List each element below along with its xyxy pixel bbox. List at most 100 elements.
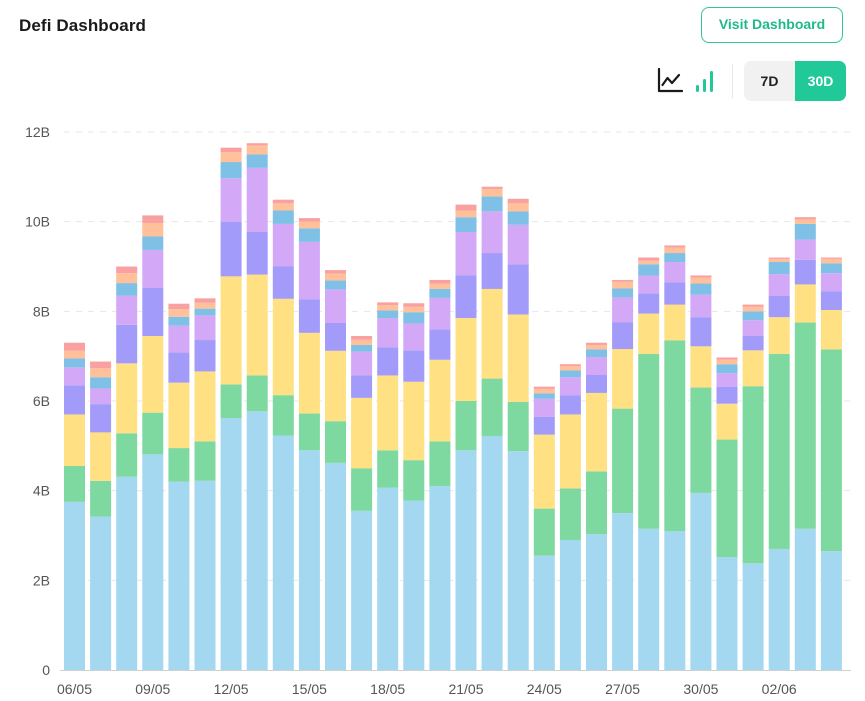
bar-segment (116, 476, 138, 670)
bar-segment (768, 274, 790, 296)
y-tick-label: 6B (33, 393, 50, 409)
bar-segment (742, 563, 764, 670)
bar-segment (455, 401, 477, 451)
bar-segment (612, 322, 634, 349)
bar-segment (377, 318, 399, 348)
bar-segment (768, 262, 790, 275)
bar-segment (64, 367, 85, 386)
bar-segment (325, 273, 346, 281)
bar-segment (716, 557, 738, 670)
bar-segment (820, 551, 842, 670)
bar-segment (690, 317, 712, 347)
bar-segment (742, 311, 764, 321)
bar-segment (612, 513, 634, 670)
bar-segment (507, 211, 529, 225)
bar-segment (351, 397, 373, 469)
bar-segment (298, 450, 320, 670)
bar-segment (298, 228, 320, 242)
line-chart-icon[interactable] (656, 66, 684, 94)
bar-segment (194, 302, 216, 309)
bar-segment (481, 435, 503, 670)
bar-segment (298, 299, 320, 333)
bar-segment (612, 279, 634, 282)
bar-segment (559, 364, 581, 367)
bar-segment (507, 224, 529, 265)
bar-segment (272, 223, 294, 267)
x-tick-label: 24/05 (527, 681, 562, 697)
visit-dashboard-button[interactable]: Visit Dashboard (701, 7, 843, 43)
bar-segment (298, 218, 320, 222)
bar-segment (586, 534, 607, 670)
bar-segment (742, 350, 764, 387)
bar-segment (325, 270, 346, 274)
y-tick-label: 4B (33, 483, 50, 499)
bar-segment (664, 245, 686, 248)
bar-segment (481, 196, 503, 212)
bar-segment (742, 304, 764, 307)
bar-segment (298, 332, 320, 414)
bar-segment (142, 223, 164, 237)
bar-segment (90, 404, 112, 433)
bar-segment (638, 275, 660, 294)
bar-segment (325, 350, 346, 422)
bar-segment (246, 274, 268, 376)
bar-segment (272, 266, 294, 299)
bar-segment (325, 322, 346, 351)
bar-segment (612, 348, 634, 409)
bar-segment (481, 186, 503, 189)
bar-segment (325, 462, 346, 670)
bar-segment (820, 258, 842, 264)
bar-segment (742, 386, 764, 564)
bar-segment (298, 221, 320, 229)
bar-segment (820, 309, 842, 350)
bar-segment (246, 154, 268, 168)
bar-segment (559, 395, 581, 415)
x-tick-label: 15/05 (292, 681, 327, 697)
bar-segment (586, 471, 607, 535)
bar-segment (481, 188, 503, 197)
bar-segment (533, 393, 555, 399)
range-7d-button[interactable]: 7D (760, 73, 779, 89)
y-tick-label: 10B (25, 214, 50, 230)
bar-segment (507, 314, 529, 402)
bar-segment (559, 539, 581, 670)
bar-segment (586, 392, 607, 472)
bar-segment (742, 335, 764, 351)
bar-segment (272, 203, 294, 211)
bar-segment (194, 441, 216, 481)
bar-segment (351, 375, 373, 398)
bar-segment (768, 317, 790, 354)
bar-segment (768, 258, 790, 263)
bar-segment (142, 215, 164, 224)
bar-segment (507, 401, 529, 452)
bar-segment (325, 421, 346, 463)
bar-segment (351, 468, 373, 511)
bar-segment (664, 282, 686, 305)
bar-segment (90, 368, 112, 378)
bar-segment (429, 288, 451, 298)
bar-segment (716, 439, 738, 558)
bar-segment (612, 297, 634, 323)
bar-segment (246, 143, 268, 146)
bar-segment (298, 413, 320, 451)
bar-segment (664, 340, 686, 532)
bar-segment (220, 152, 242, 163)
bar-segment (194, 308, 216, 316)
bar-segment (116, 283, 138, 296)
bar-chart-icon[interactable] (693, 66, 719, 94)
y-tick-label: 0 (42, 662, 50, 678)
bar-segment (716, 357, 738, 360)
bar-segment (768, 257, 790, 259)
bar-segment (168, 382, 190, 449)
bar-segment (64, 501, 85, 670)
bar-segment (90, 480, 112, 517)
range-30d-button[interactable]: 30D (795, 61, 846, 101)
bar-segment (533, 508, 555, 556)
toolbar-divider (732, 64, 733, 98)
bar-segment (533, 386, 555, 389)
bar-segment (794, 239, 816, 260)
bar-segment (533, 388, 555, 394)
bar-segment (429, 359, 451, 442)
bar-segment (168, 448, 190, 482)
y-tick-label: 12B (25, 124, 50, 140)
